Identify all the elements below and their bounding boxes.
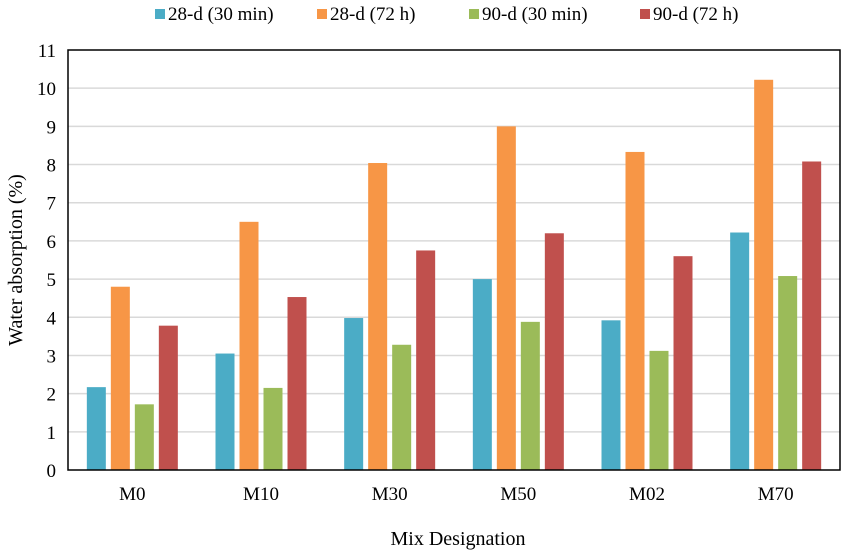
- bar: [368, 163, 388, 470]
- bar: [802, 161, 822, 470]
- y-axis-label: Water absorption (%): [5, 174, 27, 346]
- y-tick-label: 5: [47, 270, 57, 291]
- x-tick-label: M70: [758, 484, 794, 505]
- legend-swatch: [469, 9, 479, 19]
- gridlines: [68, 87, 840, 433]
- x-tick-label: M30: [372, 484, 408, 505]
- legend-item: 90-d (30 min): [469, 4, 588, 25]
- bar: [86, 387, 106, 470]
- plot-frame: [67, 49, 841, 471]
- bar: [287, 297, 307, 470]
- legend-swatch: [640, 9, 650, 19]
- bar: [472, 279, 492, 470]
- legend-swatch: [155, 9, 165, 19]
- x-tick-label: M02: [629, 484, 665, 505]
- bar: [263, 387, 283, 470]
- y-tick-label: 8: [47, 156, 57, 177]
- y-tick-label: 11: [38, 41, 56, 62]
- bar: [649, 350, 669, 470]
- legend-label: 28-d (72 h): [330, 4, 415, 25]
- legend: 28-d (30 min) 28-d (72 h) 90-d (30 min) 90-…: [155, 4, 738, 25]
- legend-item: 28-d (30 min): [155, 4, 274, 25]
- legend-item: 28-d (72 h): [317, 4, 415, 25]
- y-tick-label: 4: [47, 308, 57, 329]
- bar: [544, 233, 564, 470]
- bar: [416, 250, 436, 470]
- x-tick-label: M0: [119, 484, 145, 505]
- bar: [158, 325, 178, 470]
- bar: [392, 344, 412, 470]
- y-tick-label: 10: [37, 79, 56, 100]
- bar: [754, 79, 774, 471]
- bar: [496, 126, 516, 470]
- legend-label: 28-d (30 min): [168, 4, 274, 25]
- y-tick-label: 6: [47, 232, 57, 253]
- bar: [778, 276, 798, 470]
- bar: [239, 221, 259, 470]
- y-tick-label: 7: [47, 194, 57, 215]
- bar: [520, 321, 540, 470]
- bar: [110, 286, 130, 470]
- legend-swatch: [317, 9, 327, 19]
- y-axis-ticks: 0 1 2 3 4 5 6 7 8 9 10 11: [37, 41, 57, 482]
- bar: [673, 256, 693, 470]
- bar: [625, 151, 645, 471]
- legend-label: 90-d (30 min): [482, 4, 588, 25]
- bar: [134, 404, 154, 470]
- legend-label: 90-d (72 h): [653, 4, 738, 25]
- x-axis-ticks: M0 M10 M30 M50 M02 M70: [119, 484, 793, 505]
- bar: [344, 318, 364, 470]
- bar: [730, 232, 750, 470]
- x-tick-label: M10: [243, 484, 279, 505]
- legend-item: 90-d (72 h): [640, 4, 738, 25]
- x-axis-label: Mix Designation: [391, 528, 526, 550]
- x-tick-label: M50: [500, 484, 536, 505]
- y-tick-label: 0: [47, 461, 57, 482]
- y-tick-label: 1: [47, 423, 57, 444]
- y-tick-label: 9: [47, 117, 57, 138]
- y-tick-label: 2: [47, 385, 57, 406]
- bar: [601, 320, 621, 470]
- bar: [215, 353, 235, 470]
- y-tick-label: 3: [47, 346, 57, 367]
- bars: [86, 79, 822, 471]
